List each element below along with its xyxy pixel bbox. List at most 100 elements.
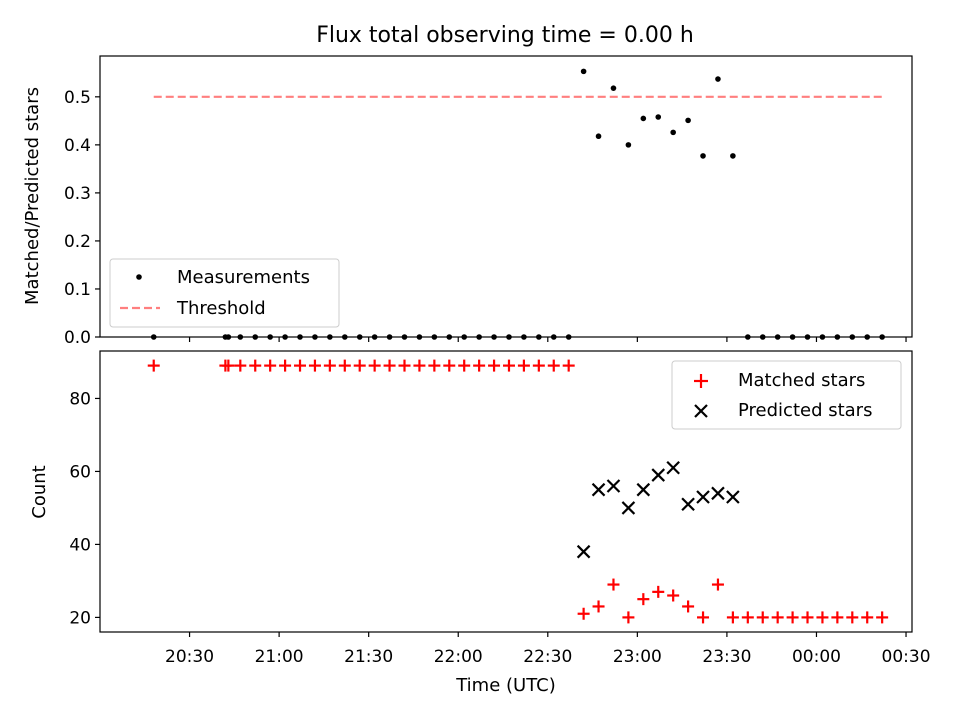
matched-star-point — [338, 359, 351, 372]
measurement-point — [819, 334, 826, 340]
measurement-point — [521, 334, 527, 340]
legend-threshold-label: Threshold — [176, 298, 266, 319]
measurement-point — [431, 334, 438, 340]
measurement-point — [401, 334, 408, 340]
measurement-point — [150, 334, 157, 340]
matched-star-point — [458, 359, 471, 372]
predicted-star-point — [591, 482, 606, 497]
xtick-label: 20:30 — [165, 647, 214, 667]
measurement-point — [640, 115, 647, 122]
predicted-star-point — [726, 490, 740, 504]
predicted-star-point — [711, 486, 725, 501]
measurement-point — [685, 117, 691, 124]
measurement-point — [834, 334, 841, 340]
chart-title: Flux total observing time = 0.00 h — [316, 23, 694, 48]
ytick-label: 0.5 — [64, 88, 91, 108]
measurement-point — [356, 334, 363, 340]
matched-star-point — [383, 359, 396, 372]
matched-star-point — [222, 359, 235, 372]
matched-star-point — [488, 359, 501, 372]
matched-star-point — [667, 589, 680, 602]
measurement-point — [625, 142, 632, 148]
measurement-point — [386, 334, 393, 340]
bottom-legend-frame — [671, 360, 902, 430]
matched-star-point — [876, 611, 889, 624]
matched-star-point — [147, 359, 160, 372]
measurement-point — [774, 334, 781, 340]
matched-star-point — [562, 359, 575, 372]
measurement-point — [267, 334, 273, 340]
matched-star-point — [532, 359, 545, 372]
top-legend-frame — [109, 258, 340, 328]
measurement-point — [476, 334, 482, 340]
matched-star-point — [592, 600, 605, 613]
xtick-label: 21:30 — [344, 647, 393, 667]
matched-star-point — [368, 359, 381, 372]
measurement-point — [849, 334, 856, 340]
top-ylabel: Matched/Predicted stars — [22, 87, 43, 305]
xtick-label: 22:00 — [434, 647, 483, 667]
measurement-point — [759, 334, 766, 340]
matched-star-point — [294, 359, 307, 372]
bottom-ylabel: Count — [29, 465, 50, 518]
ytick-label: 0.4 — [64, 136, 91, 156]
predicted-star-point — [636, 482, 651, 497]
matched-star-point — [249, 359, 262, 372]
bottom-xlabel: Time (UTC) — [455, 675, 556, 696]
matched-star-point — [607, 578, 620, 591]
measurement-point — [225, 334, 232, 340]
ytick-label: 60 — [69, 462, 91, 482]
matched-star-point — [756, 611, 769, 624]
measurement-point — [580, 68, 587, 75]
measurement-point — [252, 334, 259, 340]
predicted-star-point — [606, 479, 621, 493]
matched-star-point — [517, 359, 530, 372]
legend-matched-label: Matched stars — [738, 370, 865, 391]
predicted-star-point — [576, 544, 591, 559]
matched-star-point — [264, 359, 277, 372]
matched-star-point — [682, 600, 695, 613]
matched-star-point — [473, 359, 486, 372]
measurement-point — [491, 334, 497, 340]
matched-star-point — [234, 359, 247, 372]
matched-star-point — [502, 359, 515, 372]
matched-star-point — [577, 607, 590, 620]
measurement-point — [789, 334, 796, 340]
predicted-star-point — [696, 490, 710, 504]
xtick-label: 22:30 — [523, 647, 572, 667]
matched-star-point — [622, 611, 635, 624]
predicted-star-point — [681, 497, 695, 512]
matched-star-point — [801, 611, 814, 624]
legend-measurements-label: Measurements — [177, 267, 310, 288]
ytick-label: 40 — [69, 535, 91, 555]
measurement-point — [565, 334, 572, 340]
legend-predicted-label: Predicted stars — [738, 400, 872, 421]
ytick-label: 0.1 — [64, 280, 91, 300]
matched-star-point — [308, 359, 321, 372]
measurement-point — [715, 76, 721, 82]
measurement-point — [341, 334, 348, 340]
matched-star-point — [443, 359, 456, 372]
bottom-legend: Matched stars Predicted stars — [671, 360, 902, 430]
legend-predicted-marker — [694, 404, 708, 418]
matched-star-point — [547, 359, 560, 372]
xtick-label: 21:00 — [255, 647, 304, 667]
matched-star-point — [652, 585, 665, 598]
predicted-star-point — [666, 461, 680, 475]
measurement-point — [804, 334, 811, 340]
measurement-point — [595, 133, 602, 140]
legend-matched-marker — [694, 374, 708, 388]
xtick-label: 00:30 — [882, 647, 931, 667]
top-legend: Measurements Threshold — [109, 258, 340, 328]
measurement-point — [864, 334, 871, 340]
matched-star-point — [816, 611, 829, 624]
ytick-label: 0.0 — [64, 328, 91, 348]
measurement-point — [327, 334, 333, 340]
matched-star-point — [413, 359, 426, 372]
matched-star-point — [741, 611, 754, 624]
xtick-label: 23:30 — [702, 647, 751, 667]
ytick-label: 80 — [69, 389, 91, 409]
measurement-point — [670, 129, 676, 136]
matched-star-point — [323, 359, 336, 372]
